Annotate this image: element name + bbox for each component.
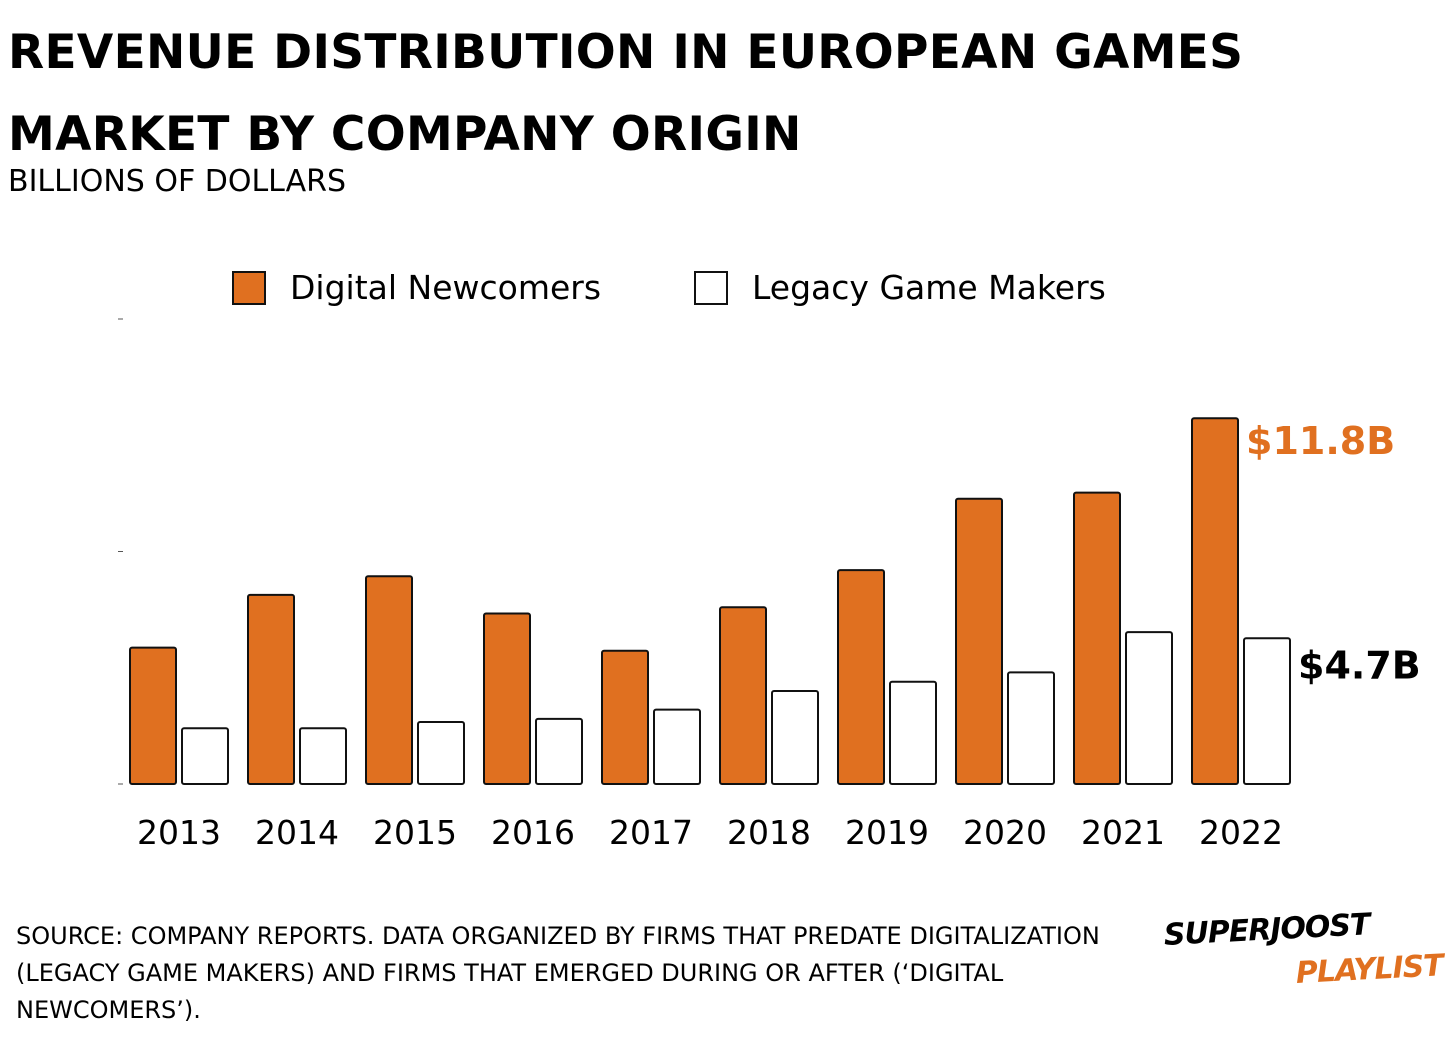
x-tick-label-2021: 2021 [1081, 813, 1165, 852]
x-tick-label-2013: 2013 [137, 813, 221, 852]
legend-swatch-digital-newcomers [232, 270, 266, 305]
bar-chart: 2013 2014 2015 2016 2017 2018 2019 2020 2021 2022… [118, 318, 1421, 852]
chart-subtitle: BILLIONS OF DOLLARS [8, 164, 346, 199]
bar-digital-newcomers-2016 [483, 612, 531, 785]
bar-legacy-game-makers-2017 [653, 708, 701, 786]
bar-legacy-game-makers-2015 [417, 721, 465, 785]
x-tick-label-2016: 2016 [491, 813, 575, 852]
bar-legacy-game-makers-2022 [1243, 637, 1291, 785]
superjoost-playlist-logo: SUPERJOOST PLAYLIST [1163, 907, 1448, 998]
legend-label-legacy-game-makers: Legacy Game Makers [752, 268, 1106, 307]
x-tick-label-2020: 2020 [963, 813, 1047, 852]
source-footnote: SOURCE: COMPANY REPORTS. DATA ORGANIZED … [16, 922, 1100, 1024]
x-tick-label-2015: 2015 [373, 813, 457, 852]
value-label-legacy-game-makers-2022: $4.7B [1298, 643, 1421, 687]
bar-digital-newcomers-2017 [601, 649, 649, 786]
x-tick-label-2014: 2014 [255, 813, 339, 852]
bar-legacy-game-makers-2013 [181, 727, 229, 786]
x-tick-label-2018: 2018 [727, 813, 811, 852]
bar-digital-newcomers-2022 [1191, 417, 1239, 785]
logo-line-2: PLAYLIST [1295, 948, 1444, 991]
chart-title: REVENUE DISTRIBUTION IN EUROPEAN GAMES M… [8, 25, 1244, 162]
x-tick-label-2022: 2022 [1199, 813, 1283, 852]
legend-label-digital-newcomers: Digital Newcomers [290, 268, 602, 307]
logo-line-1: SUPERJOOST [1163, 907, 1371, 953]
bar-legacy-game-makers-2014 [299, 727, 347, 786]
bar-legacy-game-makers-2016 [535, 717, 583, 785]
bar-legacy-game-makers-2021 [1125, 631, 1173, 785]
bar-digital-newcomers-2019 [837, 569, 885, 785]
legend-item-legacy-game-makers: Legacy Game Makers [694, 268, 1106, 307]
bar-digital-newcomers-2015 [365, 575, 413, 785]
x-tick-label-2019: 2019 [845, 813, 929, 852]
bar-legacy-game-makers-2018 [771, 690, 819, 785]
bar-legacy-game-makers-2019 [889, 680, 937, 786]
x-tick-label-2017: 2017 [609, 813, 693, 852]
bar-digital-newcomers-2018 [719, 606, 767, 785]
bar-digital-newcomers-2021 [1073, 491, 1121, 785]
bar-digital-newcomers-2020 [955, 497, 1003, 786]
chart-legend: Digital Newcomers Legacy Game Makers [0, 268, 1456, 314]
value-label-digital-newcomers-2022: $11.8B [1246, 419, 1395, 463]
legend-item-digital-newcomers: Digital Newcomers [232, 268, 601, 307]
bar-digital-newcomers-2013 [129, 646, 177, 785]
bar-legacy-game-makers-2020 [1007, 671, 1055, 785]
legend-swatch-legacy-game-makers [694, 270, 728, 305]
bar-digital-newcomers-2014 [247, 593, 295, 785]
